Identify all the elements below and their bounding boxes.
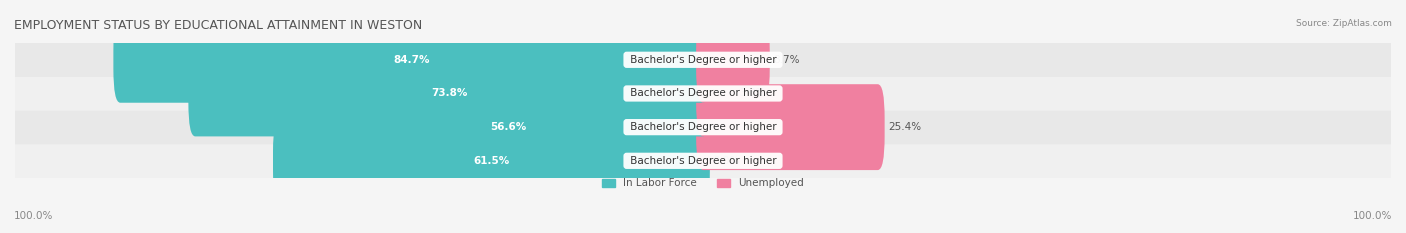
FancyBboxPatch shape: [273, 118, 710, 204]
Text: 8.7%: 8.7%: [773, 55, 800, 65]
Text: 100.0%: 100.0%: [14, 211, 53, 221]
FancyBboxPatch shape: [15, 144, 1391, 178]
Text: Bachelor's Degree or higher: Bachelor's Degree or higher: [627, 55, 779, 65]
Text: Bachelor's Degree or higher: Bachelor's Degree or higher: [627, 122, 779, 132]
Legend: In Labor Force, Unemployed: In Labor Force, Unemployed: [598, 174, 808, 193]
FancyBboxPatch shape: [15, 43, 1391, 77]
FancyBboxPatch shape: [15, 76, 1391, 111]
Text: 0.0%: 0.0%: [713, 156, 740, 166]
FancyBboxPatch shape: [696, 84, 884, 170]
Text: 25.4%: 25.4%: [889, 122, 921, 132]
Text: 84.7%: 84.7%: [394, 55, 430, 65]
FancyBboxPatch shape: [188, 51, 710, 136]
Text: 3.8%: 3.8%: [740, 89, 766, 99]
Text: 61.5%: 61.5%: [474, 156, 509, 166]
FancyBboxPatch shape: [696, 17, 769, 103]
Text: 100.0%: 100.0%: [1353, 211, 1392, 221]
FancyBboxPatch shape: [696, 51, 735, 136]
Text: Bachelor's Degree or higher: Bachelor's Degree or higher: [627, 89, 779, 99]
FancyBboxPatch shape: [307, 84, 710, 170]
Text: EMPLOYMENT STATUS BY EDUCATIONAL ATTAINMENT IN WESTON: EMPLOYMENT STATUS BY EDUCATIONAL ATTAINM…: [14, 19, 422, 32]
FancyBboxPatch shape: [114, 17, 710, 103]
Text: Bachelor's Degree or higher: Bachelor's Degree or higher: [627, 156, 779, 166]
Text: Source: ZipAtlas.com: Source: ZipAtlas.com: [1296, 19, 1392, 28]
Text: 73.8%: 73.8%: [432, 89, 467, 99]
FancyBboxPatch shape: [15, 110, 1391, 144]
Text: 56.6%: 56.6%: [491, 122, 526, 132]
